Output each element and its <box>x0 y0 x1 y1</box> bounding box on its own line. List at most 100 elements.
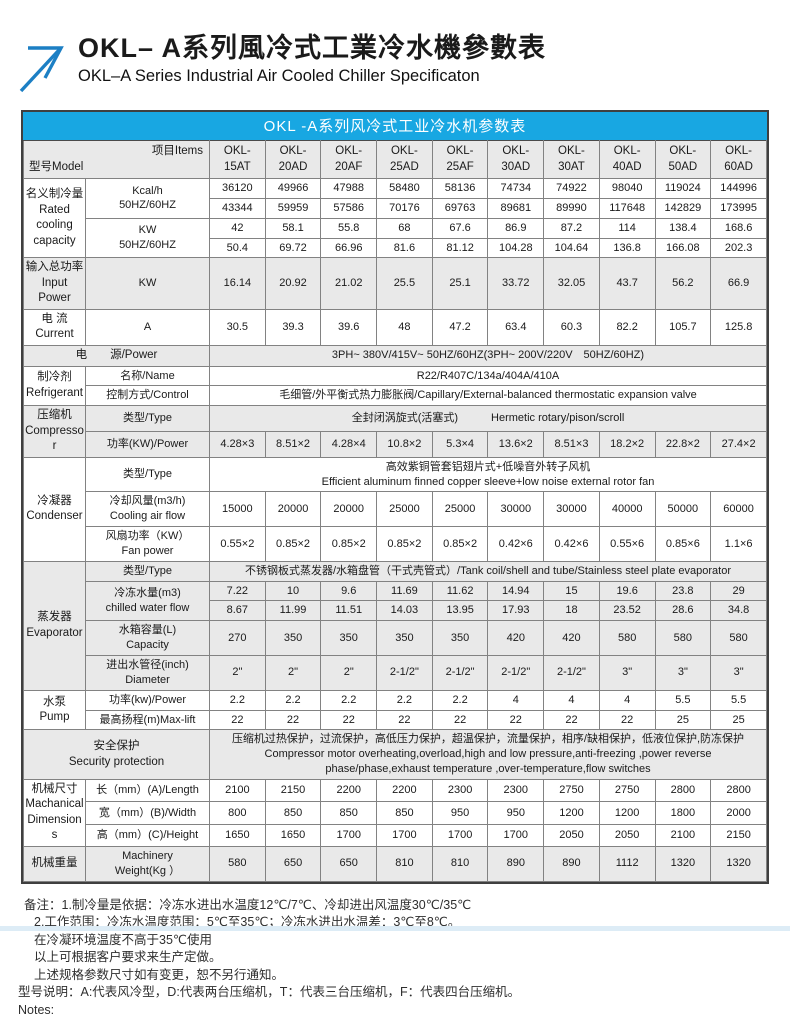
page-title: OKL– A系列風冷式工業冷水機參數表 <box>78 33 547 63</box>
value-cell: 168.6 <box>710 217 767 239</box>
section-label-cell: 机械重量 <box>23 845 86 882</box>
value-cell: 2-1/2" <box>431 655 489 691</box>
section-label-cell: 名义制冷量 Rated cooling capacity <box>23 178 86 259</box>
value-cell: 2-1/2" <box>543 655 600 691</box>
value-cell: 68 <box>376 217 433 239</box>
merged-value-cell: 高效紫铜管套铝翅片式+低噪音外转子风机 Efficient aluminum fi… <box>209 456 767 493</box>
value-cell: 202.3 <box>710 237 767 259</box>
value-cell: 18.2×2 <box>598 430 656 458</box>
value-cell: 66.9 <box>710 257 767 310</box>
item-label-cell: 冷冻水量(m3) chilled water flow <box>85 580 210 622</box>
value-cell: 650 <box>264 845 322 882</box>
value-cell: 580 <box>598 620 656 657</box>
item-label-cell: 最高扬程(m)Max-lift <box>85 709 210 731</box>
value-cell: 350 <box>264 620 322 657</box>
value-cell: 39.6 <box>320 308 378 346</box>
value-cell: 350 <box>431 620 489 657</box>
model-header-cell: OKL- 60AD <box>710 139 767 180</box>
value-cell: 3" <box>654 655 712 691</box>
model-header-cell: OKL- 25AD <box>376 139 433 180</box>
value-cell: 2050 <box>543 823 600 847</box>
section-label-cell: 压缩机 Compressor <box>23 405 86 458</box>
value-cell: 36120 <box>209 178 266 199</box>
value-cell: 950 <box>487 801 545 825</box>
value-cell: 2" <box>320 655 378 691</box>
value-cell: 4 <box>598 689 656 711</box>
value-cell: 2" <box>209 655 266 691</box>
value-cell: 2.2 <box>376 689 433 711</box>
section-label-cell: 冷凝器 Condenser <box>23 456 86 562</box>
bottom-strip <box>0 926 790 931</box>
value-cell: 30.5 <box>209 308 266 346</box>
value-cell: 34.8 <box>710 600 767 622</box>
value-cell: 8.67 <box>209 600 266 622</box>
value-cell: 70176 <box>376 197 433 219</box>
value-cell: 4.28×3 <box>209 430 266 458</box>
value-cell: 82.2 <box>598 308 656 346</box>
value-cell: 30000 <box>543 491 600 528</box>
value-cell: 142829 <box>654 197 712 219</box>
title-block: OKL– A系列風冷式工業冷水機參數表 OKL–A Series Industr… <box>78 33 547 86</box>
value-cell: 25000 <box>431 491 489 528</box>
model-header-cell: OKL- 15AT <box>209 139 266 180</box>
value-cell: 2100 <box>654 823 712 847</box>
value-cell: 22 <box>320 709 378 731</box>
model-header-cell: OKL- 30AT <box>543 139 600 180</box>
value-cell: 14.94 <box>487 580 545 602</box>
value-cell: 0.42×6 <box>543 526 600 562</box>
value-cell: 25.5 <box>376 257 433 310</box>
value-cell: 22 <box>598 709 656 731</box>
value-cell: 74734 <box>487 178 545 199</box>
section-label-cell: 蒸发器 Evaporator <box>23 560 86 691</box>
value-cell: 0.85×2 <box>431 526 489 562</box>
value-cell: 2150 <box>264 778 322 803</box>
value-cell: 74922 <box>543 178 600 199</box>
value-cell: 2.2 <box>209 689 266 711</box>
model-header-cell: OKL- 30AD <box>487 139 545 180</box>
arrow-logo-icon <box>19 46 64 93</box>
value-cell: 22.8×2 <box>654 430 712 458</box>
page-subtitle: OKL–A Series Industrial Air Cooled Chill… <box>78 66 480 85</box>
value-cell: 580 <box>209 845 266 882</box>
value-cell: 3" <box>598 655 656 691</box>
value-cell: 58480 <box>376 178 433 199</box>
value-cell: 9.6 <box>320 580 378 602</box>
model-header-cell: OKL- 40AD <box>598 139 656 180</box>
value-cell: 25 <box>710 709 767 731</box>
value-cell: 2" <box>264 655 322 691</box>
value-cell: 25.1 <box>431 257 489 310</box>
value-cell: 18 <box>543 600 600 622</box>
value-cell: 4 <box>543 689 600 711</box>
value-cell: 4.28×4 <box>320 430 378 458</box>
value-cell: 2-1/2" <box>376 655 433 691</box>
value-cell: 2050 <box>598 823 656 847</box>
value-cell: 1650 <box>209 823 266 847</box>
corner-model-label: 型号Model <box>29 160 84 173</box>
value-cell: 144996 <box>710 178 767 199</box>
value-cell: 7.22 <box>209 580 266 602</box>
value-cell: 1200 <box>543 801 600 825</box>
value-cell: 850 <box>376 801 433 825</box>
note-line: 2.工作范围：冷冻水温度范围：5℃至35℃；冷冻水进出水温差：3℃至8℃。 <box>34 915 461 930</box>
value-cell: 5.3×4 <box>431 430 489 458</box>
value-cell: 22 <box>209 709 266 731</box>
value-cell: 1700 <box>487 823 545 847</box>
notes-block: 备注：1.制冷量是依据：冷冻水进出水温度12℃/7℃、冷却进出风温度30℃/35… <box>18 897 790 1019</box>
value-cell: 11.51 <box>320 600 378 622</box>
note-line: 上述规格参数尺寸如有变更，恕不另行通知。 <box>34 967 285 982</box>
value-cell: 89681 <box>487 197 545 219</box>
value-cell: 2750 <box>543 778 600 803</box>
value-cell: 1700 <box>320 823 378 847</box>
value-cell: 580 <box>654 620 712 657</box>
section-label-cell: 电 源/Power <box>23 344 210 367</box>
value-cell: 1320 <box>710 845 767 882</box>
item-label-cell: A <box>85 308 210 346</box>
value-cell: 104.28 <box>487 237 545 259</box>
item-label-cell: 类型/Type <box>85 560 210 582</box>
value-cell: 16.14 <box>209 257 266 310</box>
value-cell: 66.96 <box>320 237 378 259</box>
value-cell: 67.6 <box>431 217 489 239</box>
value-cell: 810 <box>376 845 433 882</box>
value-cell: 23.8 <box>654 580 712 602</box>
value-cell: 850 <box>264 801 322 825</box>
